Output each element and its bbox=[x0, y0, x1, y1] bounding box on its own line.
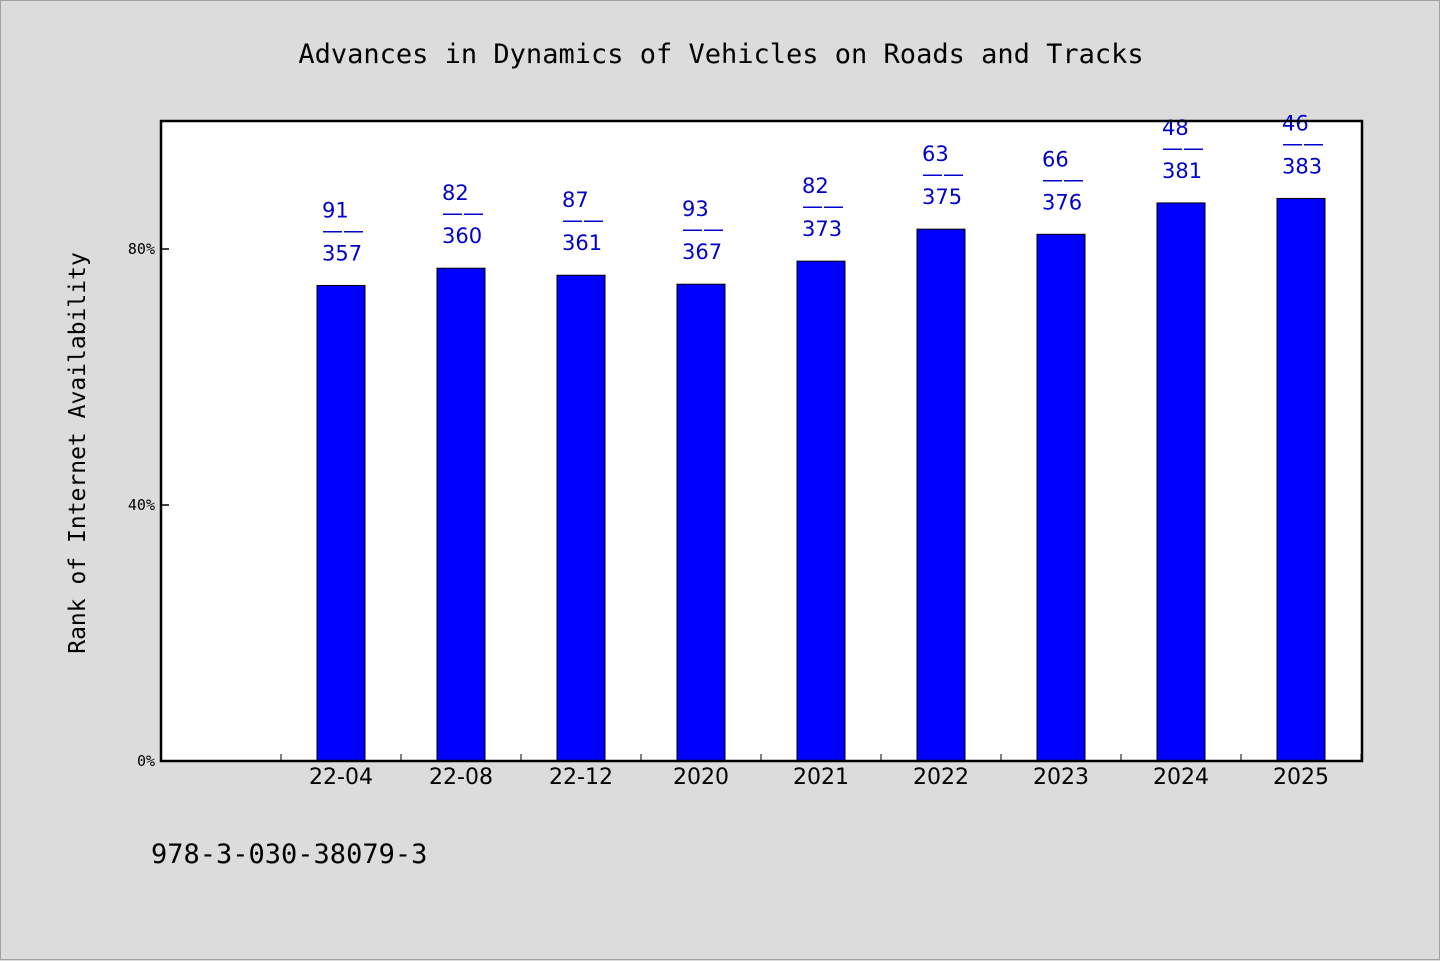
x-tick-label: 2020 bbox=[673, 765, 729, 790]
bars bbox=[316, 197, 1326, 762]
data-label-separator: —— bbox=[322, 218, 364, 242]
x-tick-label: 2024 bbox=[1153, 765, 1209, 790]
bar bbox=[1036, 233, 1086, 762]
bar bbox=[916, 228, 966, 762]
data-label-top: 66 bbox=[1042, 147, 1069, 171]
isbn-text: 978-3-030-38079-3 bbox=[151, 839, 427, 870]
data-label-bottom: 381 bbox=[1162, 159, 1202, 183]
data-label-separator: —— bbox=[442, 201, 484, 225]
bar bbox=[436, 267, 486, 762]
data-label-bottom: 367 bbox=[682, 240, 722, 264]
bar bbox=[316, 284, 366, 762]
chart-title: Advances in Dynamics of Vehicles on Road… bbox=[298, 39, 1143, 70]
data-label-separator: —— bbox=[1162, 136, 1204, 160]
y-tick-label: 80% bbox=[128, 240, 155, 258]
x-tick-label: 22-04 bbox=[309, 765, 373, 790]
data-label-separator: —— bbox=[682, 217, 724, 241]
data-label-top: 93 bbox=[682, 197, 709, 221]
data-label-bottom: 376 bbox=[1042, 190, 1082, 214]
data-label-separator: —— bbox=[562, 208, 604, 232]
bar bbox=[676, 283, 726, 762]
y-axis-label: Rank of Internet Availability bbox=[65, 252, 91, 654]
y-tick-label: 0% bbox=[137, 752, 155, 770]
data-label-top: 87 bbox=[562, 188, 589, 212]
bar bbox=[796, 260, 846, 762]
x-tick-labels: 22-04 22-08 22-12 2020 2021 2022 2023 2024 2025 bbox=[309, 765, 1329, 790]
data-label-bottom: 357 bbox=[322, 241, 362, 265]
data-label-separator: —— bbox=[1042, 167, 1084, 191]
x-tick-label: 2023 bbox=[1033, 765, 1089, 790]
bar bbox=[1276, 197, 1326, 762]
data-label-top: 82 bbox=[802, 174, 829, 198]
x-tick-label: 2021 bbox=[793, 765, 849, 790]
data-label-separator: —— bbox=[922, 162, 964, 186]
data-label-bottom: 361 bbox=[562, 231, 602, 255]
x-tick-label: 22-12 bbox=[549, 765, 613, 790]
data-label-separator: —— bbox=[802, 194, 844, 218]
plot-frame bbox=[159, 119, 1364, 763]
y-tick-label: 40% bbox=[128, 496, 155, 514]
x-tick-label: 2025 bbox=[1273, 765, 1329, 790]
x-tick-label: 22-08 bbox=[429, 765, 493, 790]
data-label-top: 82 bbox=[442, 181, 469, 205]
data-label-bottom: 383 bbox=[1282, 154, 1322, 178]
bar bbox=[1156, 202, 1206, 762]
data-labels: 91——35782——36087——36193——36782——37363——3… bbox=[322, 111, 1324, 265]
data-label-bottom: 360 bbox=[442, 224, 482, 248]
bar bbox=[556, 274, 606, 762]
data-label-top: 63 bbox=[922, 142, 949, 166]
data-label-bottom: 373 bbox=[802, 217, 842, 241]
data-label-top: 91 bbox=[322, 198, 349, 222]
x-tick-label: 2022 bbox=[913, 765, 969, 790]
data-label-separator: —— bbox=[1282, 131, 1324, 155]
data-label-top: 46 bbox=[1282, 111, 1309, 135]
data-label-bottom: 375 bbox=[922, 185, 962, 209]
